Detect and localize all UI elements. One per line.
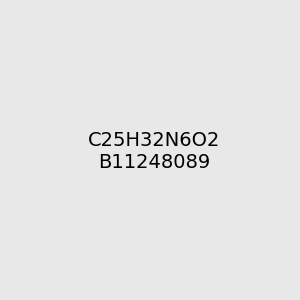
Text: C25H32N6O2
B11248089: C25H32N6O2 B11248089: [88, 131, 220, 172]
